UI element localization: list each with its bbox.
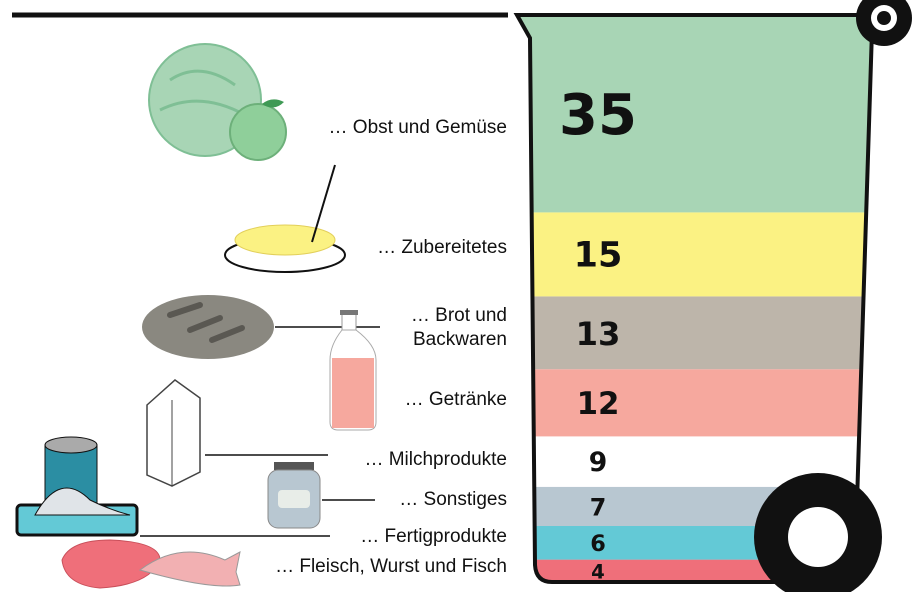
value-label: 35 — [559, 83, 637, 148]
bread — [142, 295, 274, 359]
value-label: 13 — [576, 315, 621, 353]
value-label: 7 — [590, 493, 607, 521]
value-label: 6 — [590, 531, 606, 557]
bin-segment — [510, 369, 890, 436]
value-label: 4 — [591, 560, 605, 583]
infographic: 4 6 7 9 12 13 15 35 … Obst und Gemüse … Zubereit… — [0, 0, 914, 592]
bin-segment — [510, 296, 890, 369]
category-label: … Sonstiges — [399, 488, 507, 512]
cabbage-apple — [149, 44, 286, 160]
category-label: … Fertigprodukte — [360, 525, 507, 549]
category-label: … Milchprodukte — [364, 448, 507, 472]
value-label: 9 — [589, 447, 608, 478]
category-label: … Brot und Backwaren — [387, 304, 507, 352]
category-label: … Fleisch, Wurst und Fisch — [275, 555, 507, 579]
value-label: 12 — [577, 386, 620, 422]
bin-segment — [510, 212, 890, 296]
category-label: … Zubereitetes — [377, 236, 507, 260]
category-label: … Obst und Gemüse — [329, 116, 507, 140]
value-label: 15 — [574, 235, 623, 275]
milk-carton — [147, 380, 200, 486]
pasta-plate — [225, 165, 345, 272]
can-tray — [17, 437, 137, 535]
category-label: … Getränke — [405, 388, 507, 412]
bottle — [330, 310, 376, 430]
jar — [268, 462, 320, 528]
meat-fish — [62, 540, 240, 588]
